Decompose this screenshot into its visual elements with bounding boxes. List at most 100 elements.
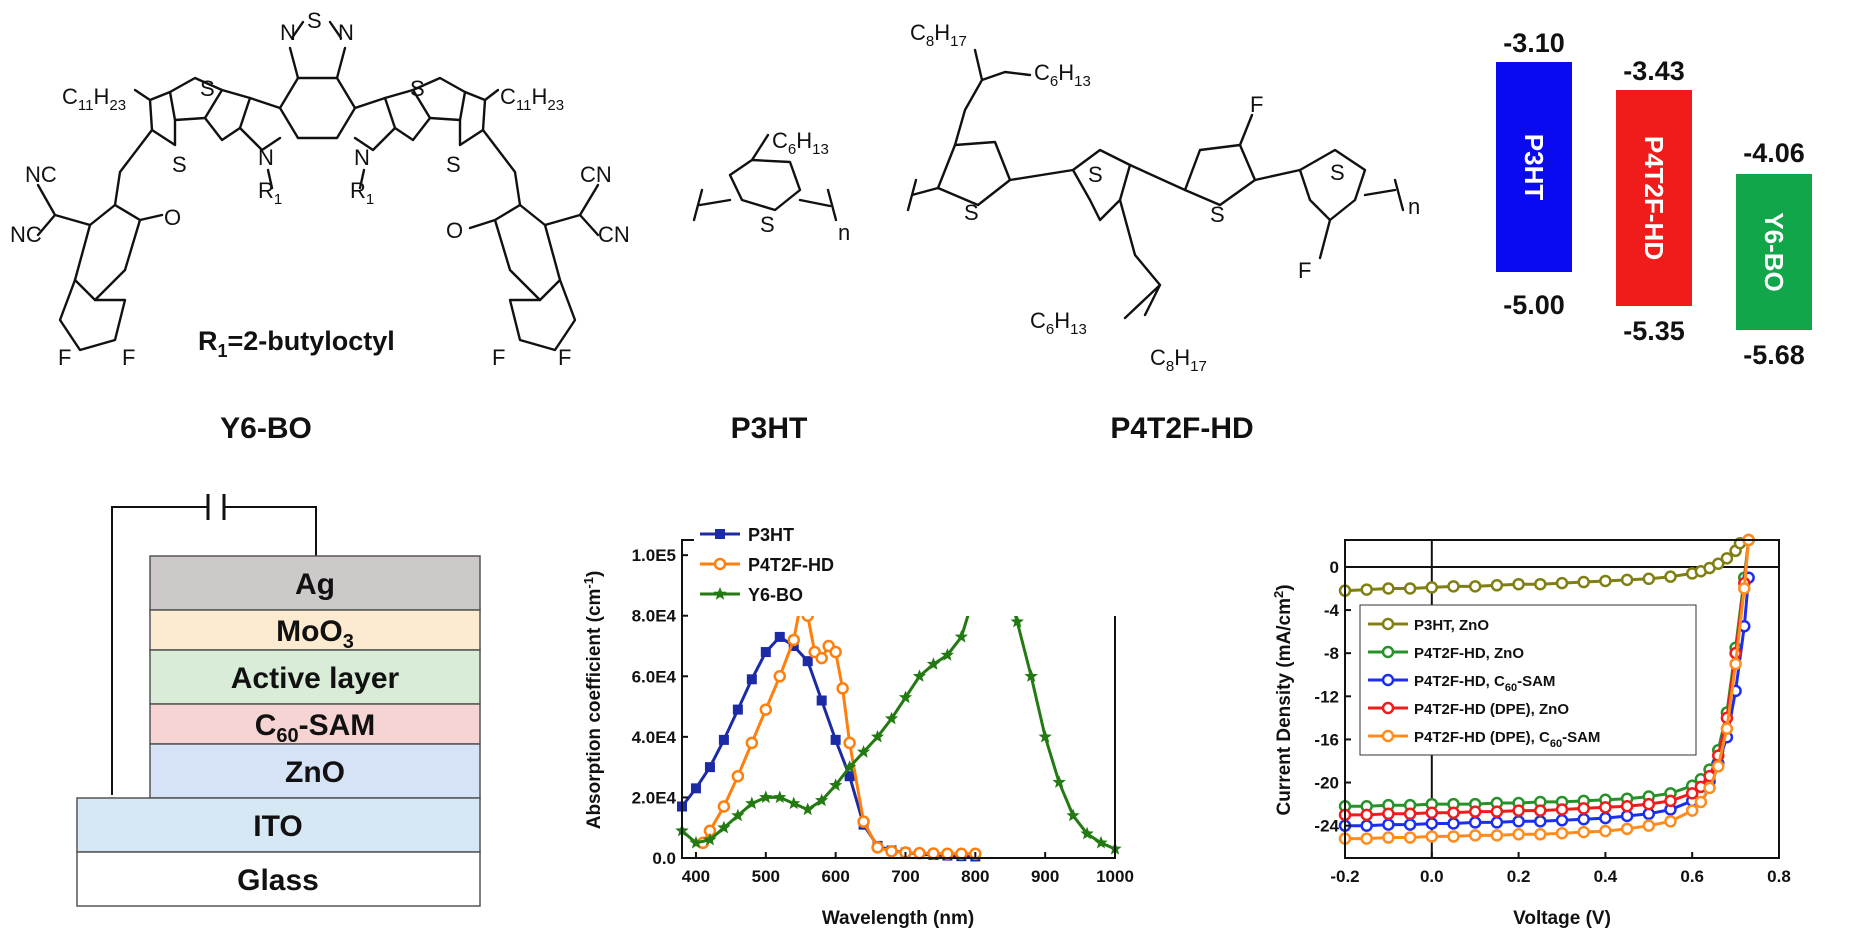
jv-legend-label: P3HT, ZnO	[1414, 617, 1489, 634]
energy-bar-p3ht-label: P3HT	[1519, 134, 1549, 201]
jv-point	[1664, 794, 1677, 808]
layer-active-label: Active layer	[231, 662, 400, 695]
absorption-legend-marker	[713, 557, 727, 571]
jv-series-0	[1338, 536, 1747, 597]
jv-point	[1534, 804, 1547, 817]
y6bo-f-right-1: F	[492, 345, 505, 370]
jv-y-tick-label: 0	[1330, 558, 1339, 577]
jv-plot-area	[1338, 533, 1779, 858]
jv-point	[1664, 570, 1677, 583]
device-stack: Ag MoO3 Active layer C60-SAM ZnO ITO Gla…	[76, 494, 481, 907]
jv-point	[1711, 557, 1725, 570]
jv-point	[1664, 815, 1677, 828]
y6bo-name: Y6-BO	[220, 412, 312, 445]
jv-point	[1403, 807, 1417, 821]
energy-bar-y6bo-rect	[1736, 174, 1812, 330]
energy-bar-p3ht: P3HT -3.10 -5.00	[1496, 28, 1572, 320]
absorption-y-ticks: 0.0 2.0E4 4.0E4 6.0E4 8.0E4 1.0E5	[632, 546, 688, 868]
layer-ag-label: Ag	[295, 568, 335, 601]
jv-x-tick-label: 0.8	[1767, 867, 1791, 886]
absorption-x-tick-label: 800	[961, 867, 989, 886]
energy-level-diagram: P3HT -3.10 -5.00 P4T2F-HD -3.43 -5.35 Y6…	[1496, 28, 1812, 370]
absorption-point	[802, 656, 813, 667]
jv-legend-marker	[1381, 729, 1395, 743]
y6bo-f-left-2: F	[122, 345, 135, 370]
jv-y-tick-label: -4	[1324, 601, 1340, 620]
jv-point	[1620, 573, 1634, 587]
jv-point	[1642, 572, 1656, 586]
energy-p3ht-lumo: -3.10	[1503, 28, 1565, 58]
absorption-legend-box	[694, 520, 1120, 616]
p4t2f-f-bottom: F	[1298, 258, 1311, 283]
jv-point	[1642, 819, 1656, 832]
jv-x-tick-label: 0.0	[1420, 867, 1444, 886]
absorption-point	[787, 633, 800, 647]
p4t2f-c6h13-top: C6H13	[1034, 60, 1091, 90]
jv-point	[1360, 832, 1373, 845]
absorption-point	[829, 645, 842, 659]
absorption-x-tick-label: 1000	[1096, 867, 1134, 886]
jv-point	[1403, 582, 1417, 595]
absorption-legend-label: P4T2F-HD	[748, 555, 834, 575]
absorption-x-tick-label: 400	[682, 867, 710, 886]
jv-point	[1512, 828, 1525, 841]
absorption-point	[745, 796, 759, 810]
jv-point	[1620, 800, 1634, 813]
y6bo-chain-left: C11H23	[62, 84, 126, 114]
absorption-point	[1094, 835, 1108, 849]
y6bo-nc-left-bottom: NC	[10, 222, 42, 247]
absorption-line-1	[701, 599, 976, 856]
jv-point	[1512, 577, 1525, 591]
jv-point	[1555, 803, 1569, 816]
jv-point	[1468, 805, 1482, 818]
p4t2f-s-1: S	[964, 200, 979, 225]
p3ht-name: P3HT	[731, 412, 808, 445]
p3ht-structure: S C6H13 n P3HT	[692, 128, 850, 445]
p4t2f-f-top: F	[1250, 92, 1263, 117]
absorption-point	[760, 647, 771, 658]
jv-x-label: Voltage (V)	[1513, 908, 1611, 928]
p4t2f-c6h13-bottom: C6H13	[1030, 308, 1087, 338]
jv-point	[1490, 816, 1504, 829]
jv-point	[1577, 825, 1590, 839]
absorption-point	[745, 736, 759, 750]
absorption-legend-marker	[713, 587, 727, 600]
absorption-x-tick-label: 600	[821, 867, 849, 886]
jv-point	[1555, 826, 1569, 840]
p3ht-s: S	[760, 212, 775, 237]
absorption-point	[732, 704, 743, 715]
jv-series-3	[1338, 533, 1755, 822]
layer-ito	[76, 797, 481, 853]
absorption-x-tick-label: 900	[1031, 867, 1059, 886]
y6bo-nc-left-top: NC	[25, 162, 57, 187]
layer-c60sam-label: C60-SAM	[255, 709, 376, 747]
absorption-y-tick-label: 0.0	[652, 849, 676, 868]
jv-point	[1642, 797, 1656, 811]
jv-point	[1468, 829, 1482, 842]
p3ht-n: n	[838, 220, 850, 245]
jv-point	[1512, 804, 1525, 817]
absorption-point	[1010, 614, 1024, 628]
p4t2f-structure: S S S S F F C8H17 C6H13 C6H13 C8H17 n P4…	[906, 20, 1420, 445]
jv-point	[1577, 812, 1590, 826]
layer-zno	[149, 743, 481, 799]
absorption-legend: P3HT P4T2F-HD Y6-BO	[694, 520, 1120, 616]
p4t2f-name: P4T2F-HD	[1110, 412, 1253, 445]
y6bo-thiadiazole-s: S	[307, 8, 322, 33]
energy-p4t2f-lumo: -3.43	[1623, 56, 1685, 86]
jv-legend-box	[1359, 604, 1697, 756]
jv-legend-marker	[1381, 673, 1395, 687]
jv-point	[1403, 818, 1417, 831]
energy-bar-p4t2f-label: P4T2F-HD	[1639, 136, 1669, 260]
energy-y6bo-homo: -5.68	[1743, 340, 1805, 370]
absorption-y-tick-label: 8.0E4	[632, 607, 677, 626]
absorption-point	[787, 796, 801, 810]
jv-y-tick-label: -12	[1314, 687, 1339, 706]
energy-bar-y6bo-label: Y6-BO	[1759, 212, 1789, 291]
layer-glass-label: Glass	[237, 864, 319, 897]
jv-point	[1468, 816, 1482, 829]
absorption-point	[816, 695, 827, 706]
jv-point	[1599, 574, 1612, 588]
energy-bar-p3ht-rect	[1496, 62, 1572, 272]
